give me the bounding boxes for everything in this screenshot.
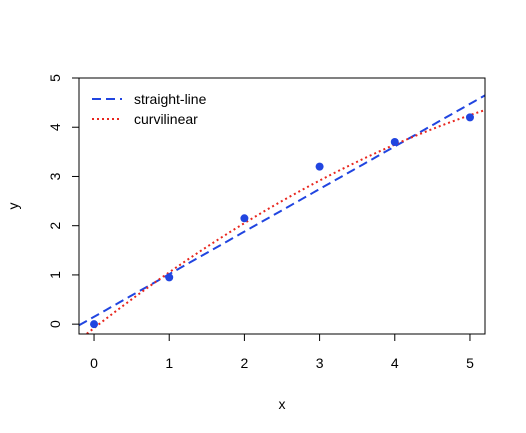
legend-label-curvilinear: curvilinear — [134, 111, 198, 127]
data-point — [90, 320, 99, 329]
x-tick-label: 2 — [241, 355, 249, 371]
x-tick-label: 4 — [391, 355, 399, 371]
legend-label-straight-line: straight-line — [134, 91, 207, 107]
x-tick-label: 5 — [466, 355, 474, 371]
y-tick-label: 1 — [47, 271, 63, 279]
y-tick-label: 4 — [47, 123, 63, 131]
x-tick-label: 0 — [90, 355, 98, 371]
data-point — [240, 214, 249, 223]
y-tick-label: 0 — [47, 320, 63, 328]
x-tick-label: 3 — [316, 355, 324, 371]
data-point — [390, 138, 399, 146]
y-tick-label: 2 — [47, 222, 63, 230]
y-tick-label: 3 — [47, 172, 63, 180]
legend: straight-line curvilinear — [92, 91, 207, 127]
data-point — [315, 162, 324, 171]
series-line-straight-line — [79, 94, 485, 327]
x-axis-label: x — [279, 396, 286, 412]
x-tick-label: 1 — [165, 355, 173, 371]
data-point — [165, 273, 174, 282]
series-line-curvilinear — [84, 109, 485, 334]
y-tick-label: 5 — [47, 74, 63, 82]
data-point — [465, 113, 474, 122]
y-axis-label: y — [5, 203, 21, 210]
